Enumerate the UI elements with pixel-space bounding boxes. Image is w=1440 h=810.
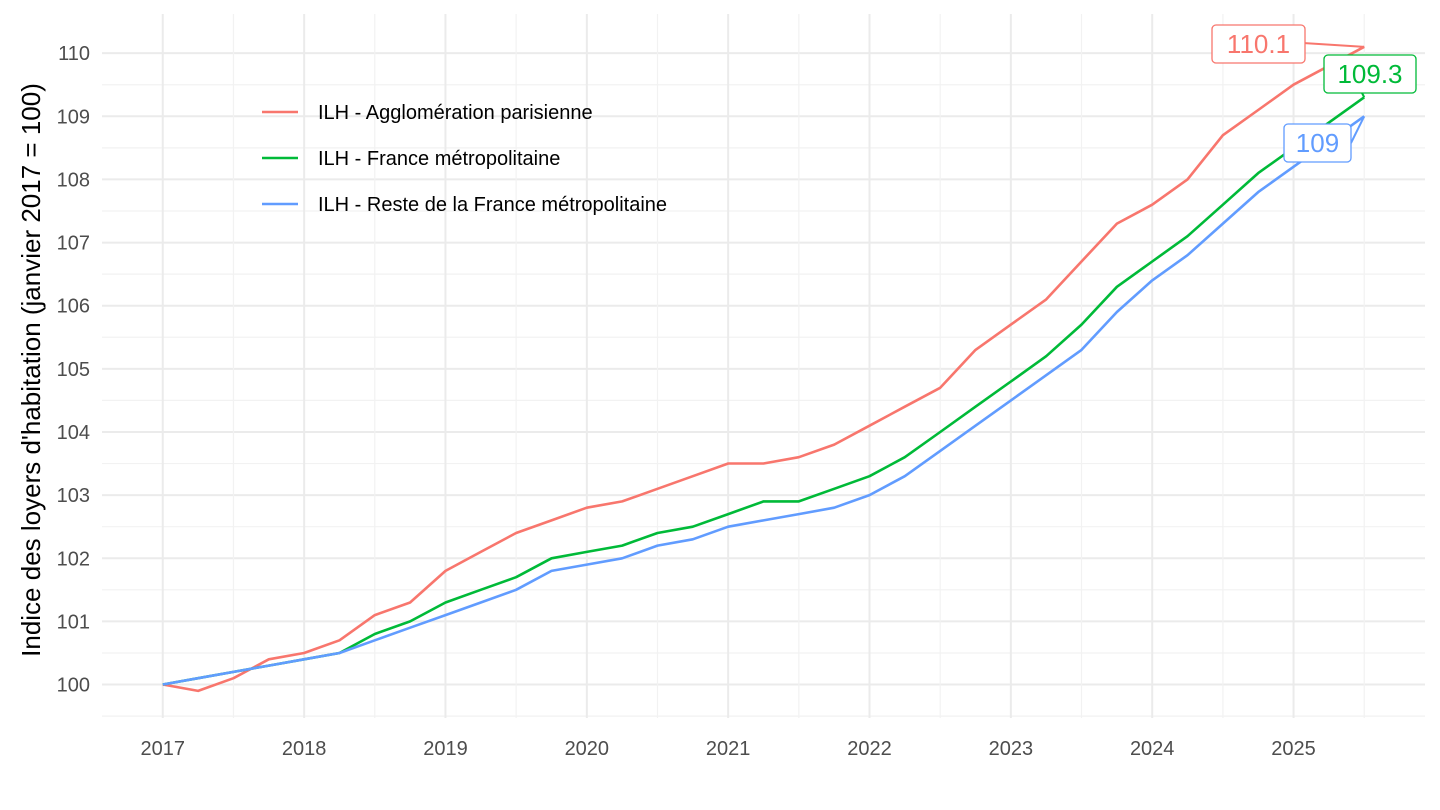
x-tick-label: 2025: [1271, 738, 1316, 760]
y-tick-label: 101: [57, 611, 90, 633]
grid: [102, 14, 1425, 718]
legend-label-0: ILH - Agglomération parisienne: [318, 102, 593, 124]
y-tick-label: 107: [57, 233, 90, 255]
y-tick-label: 104: [57, 422, 90, 444]
y-axis-title: Indice des loyers d'habitation (janvier …: [16, 83, 46, 657]
x-tick-label: 2024: [1130, 738, 1175, 760]
end-labels: 110.1 109.3 109: [1211, 24, 1417, 163]
y-tick-label: 110: [58, 43, 90, 65]
y-tick-label: 105: [57, 359, 90, 381]
y-tick-label: 102: [57, 548, 90, 570]
x-tick-label: 2018: [282, 738, 327, 760]
x-tick-label: 2022: [847, 738, 892, 760]
series-line-1: [162, 96, 1365, 686]
y-tick-label: 103: [57, 485, 90, 507]
x-tick-label: 2020: [565, 738, 610, 760]
end-label-2: 109: [1296, 128, 1339, 158]
x-tick-label: 2017: [141, 738, 186, 760]
end-label-box-0: [1211, 24, 1306, 64]
end-label-box-2: [1283, 123, 1352, 163]
end-label-1: 109.3: [1337, 59, 1402, 89]
legend: ILH - Agglomération parisienne ILH - Fran…: [262, 102, 667, 216]
legend-label-2: ILH - Reste de la France métropolitaine: [318, 194, 667, 216]
series-line-2: [162, 115, 1365, 686]
y-axis: 100 101 102 103 104 105 106 107 108 109 110: [57, 43, 90, 696]
x-axis: 2017 2018 2019 2020 2021 2022 2023 2024 2025: [141, 738, 1316, 760]
end-label-0: 110.1: [1227, 29, 1290, 59]
end-label-box-1: [1323, 54, 1417, 94]
series-line-0: [162, 45, 1365, 693]
y-tick-label: 108: [57, 169, 90, 191]
series-lines: [162, 45, 1365, 693]
end-label-leader-1: [1361, 92, 1366, 98]
y-tick-label: 109: [57, 106, 90, 128]
x-tick-label: 2019: [423, 738, 468, 760]
x-tick-label: 2021: [706, 738, 751, 760]
end-label-leader-2: [1350, 115, 1366, 144]
y-tick-label: 100: [57, 675, 90, 697]
legend-label-1: ILH - France métropolitaine: [318, 148, 560, 170]
x-tick-label: 2023: [989, 738, 1034, 760]
y-tick-label: 106: [57, 296, 90, 318]
end-label-leader-0: [1302, 42, 1365, 48]
